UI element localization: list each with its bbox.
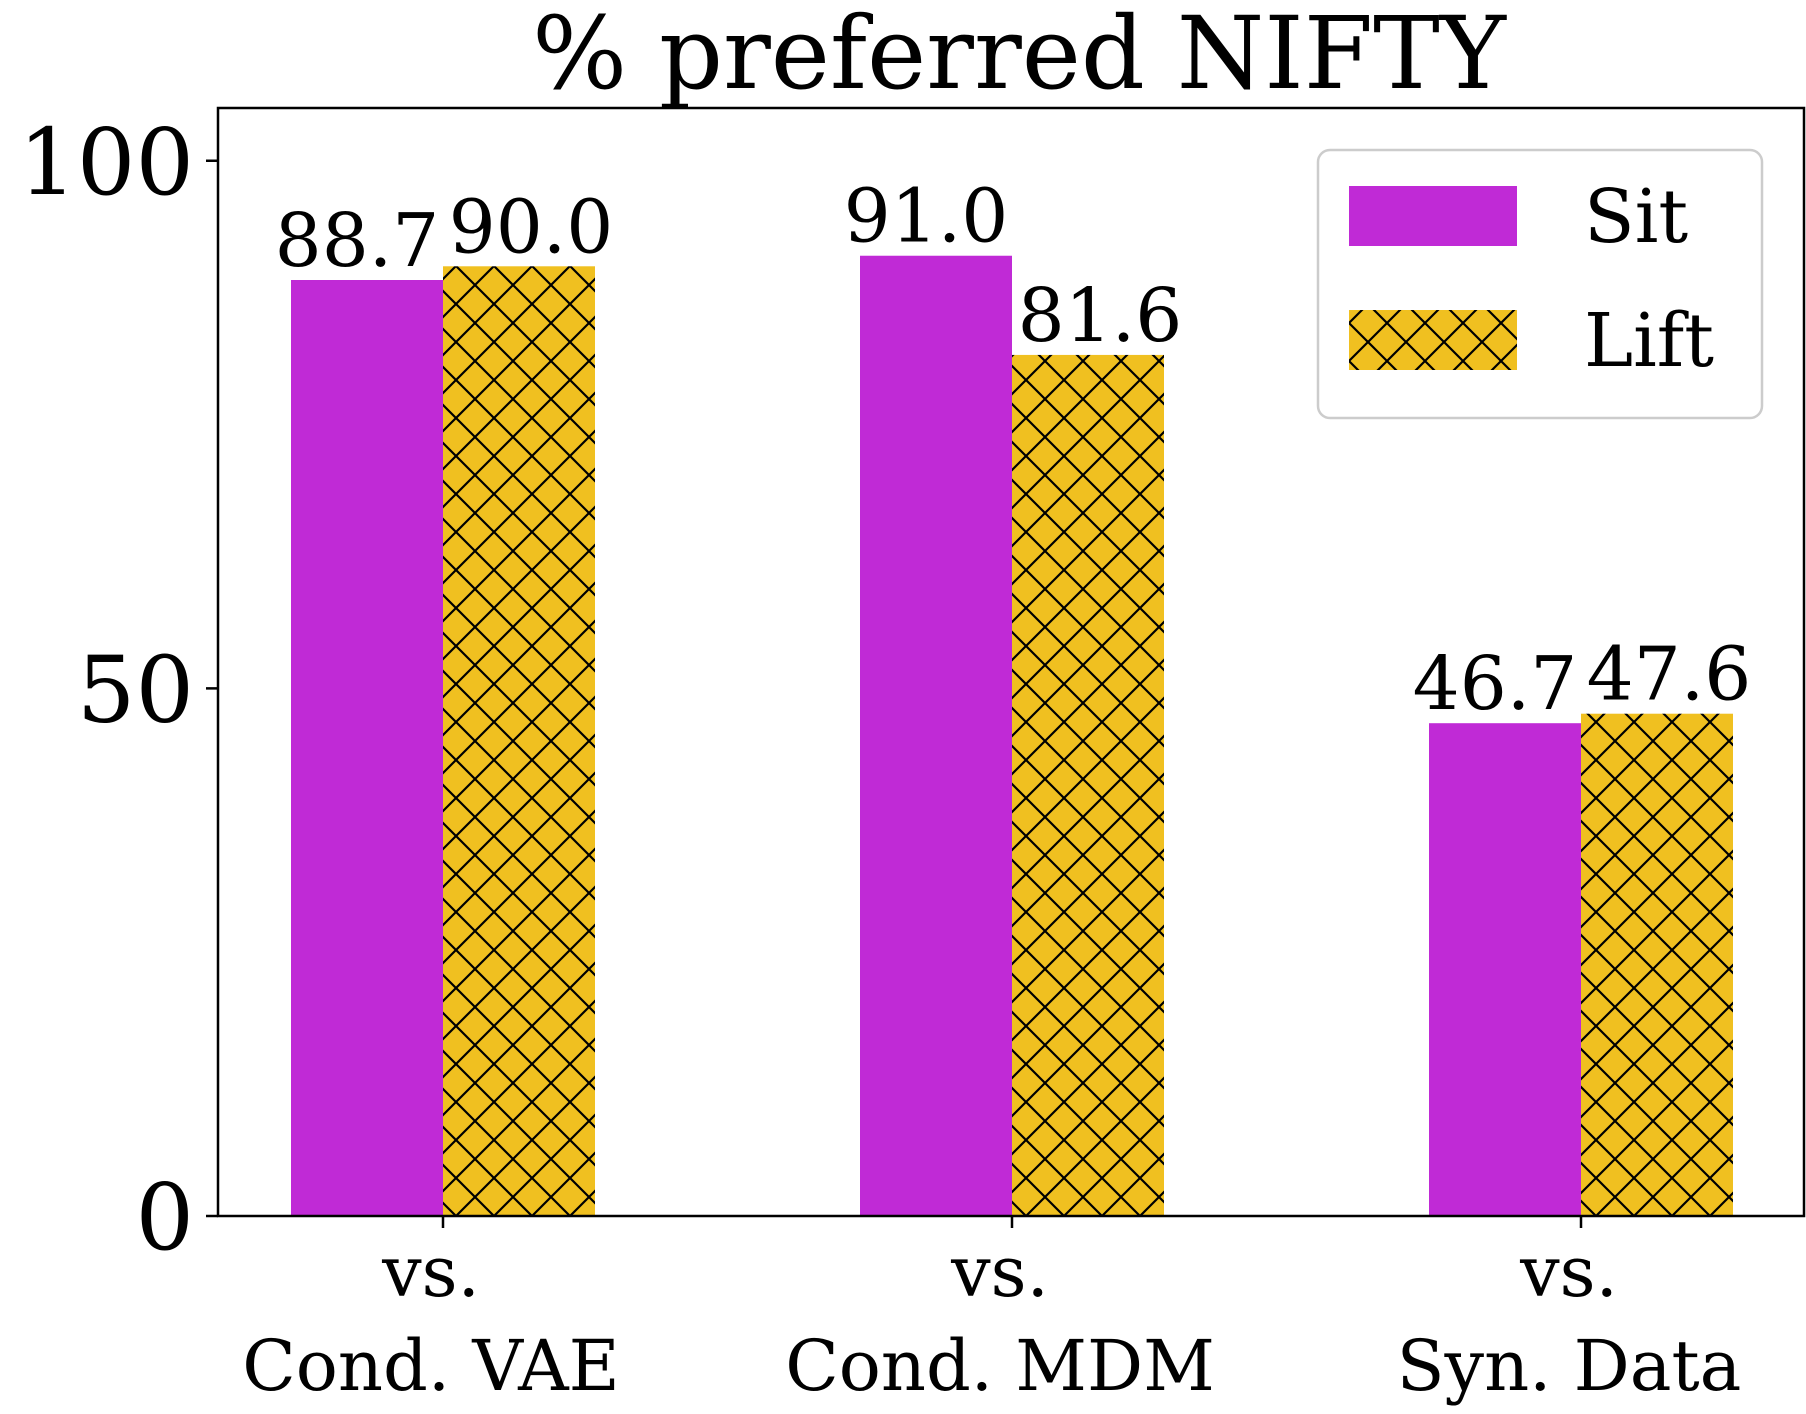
ytick-label: 100	[18, 109, 194, 216]
xtick-label: vs.	[1519, 1231, 1618, 1313]
legend: Sit Lift	[1316, 148, 1764, 420]
bar-sit-0	[291, 280, 443, 1217]
ytick-label: 50	[77, 636, 194, 743]
ytick-label: 0	[135, 1164, 194, 1271]
xtick-label: Syn. Data	[1397, 1325, 1742, 1407]
data-label-lift-1: 81.6	[1018, 273, 1183, 359]
bar-sit-1	[860, 255, 1012, 1216]
bar-lift-0	[443, 266, 595, 1216]
chart-title: % preferred NIFTY	[532, 0, 1507, 112]
bars-layer	[291, 255, 1733, 1217]
bar-sit-2	[1429, 723, 1581, 1216]
xtick-label: Cond. MDM	[785, 1325, 1215, 1407]
data-label-sit-1: 91.0	[844, 174, 1009, 260]
xtick-label: vs.	[381, 1231, 480, 1313]
legend-label-sit: Sit	[1584, 174, 1688, 260]
legend-label-lift: Lift	[1584, 298, 1714, 384]
data-label-lift-0: 90.0	[449, 184, 614, 270]
bar-lift-1	[1012, 354, 1164, 1216]
xtick-label: Cond. VAE	[242, 1325, 620, 1407]
x-axis: vs. Cond. VAE vs. Cond. MDM vs. Syn. Data	[242, 1216, 1741, 1407]
legend-swatch-lift	[1349, 310, 1517, 370]
bar-lift-2	[1581, 713, 1733, 1216]
xtick-label: vs.	[950, 1231, 1049, 1313]
legend-swatch-sit	[1349, 186, 1517, 246]
data-label-lift-2: 47.6	[1587, 632, 1752, 718]
y-axis: 0 50 100	[18, 109, 218, 1271]
data-label-sit-0: 88.7	[275, 198, 440, 284]
data-labels-layer: 88.7 91.0 46.7 90.0 81.6 47.6	[275, 174, 1752, 727]
data-label-sit-2: 46.7	[1413, 641, 1578, 727]
